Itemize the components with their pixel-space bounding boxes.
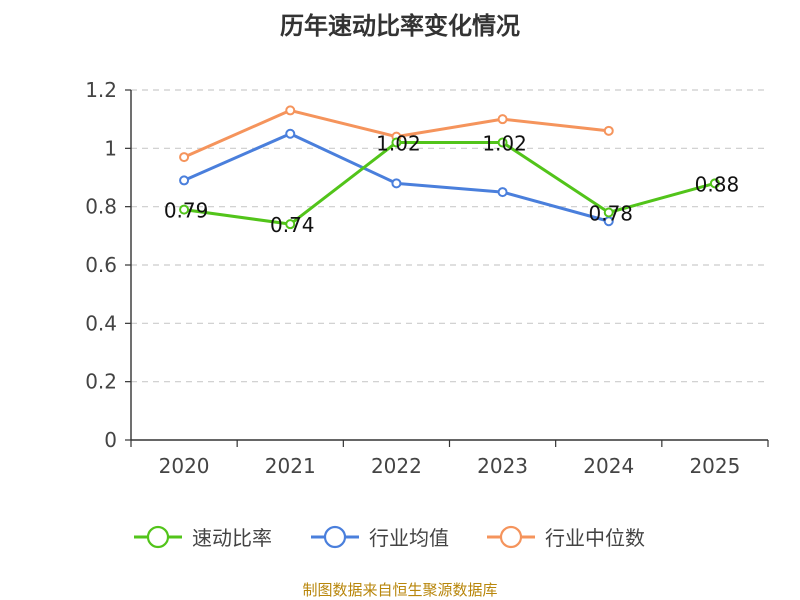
legend-item-2[interactable]: 行业中位数 (487, 525, 645, 550)
series-2-point-2023[interactable] (497, 114, 508, 125)
axis-layer: 0 0.2 0.4 0.6 0.8 1 1.2 2020 2021 2022 2023 2024 202… (85, 78, 769, 478)
series-1-point-2021[interactable] (285, 128, 296, 139)
x-tick-label-2024: 2024 (583, 454, 634, 478)
y-tick-label-0: 0 (104, 428, 117, 452)
legend-label-1: 行业均值 (369, 526, 449, 550)
data-label-2025: 0.88 (695, 172, 740, 196)
legend[interactable]: 速动比率 行业均值 行业中位数 (134, 525, 645, 550)
legend-label-2: 行业中位数 (545, 526, 645, 550)
legend-label-0: 速动比率 (192, 526, 272, 550)
series-1-point-2020[interactable] (179, 175, 190, 186)
series-0-point-2025[interactable] (709, 178, 720, 189)
series-1-point-2023[interactable] (497, 187, 508, 198)
legend-marker-0 (146, 525, 170, 549)
source-note: 制图数据来自恒生聚源数据库 (302, 581, 498, 599)
grid-layer (131, 89, 768, 383)
y-tick-label-1: 0.2 (85, 370, 117, 394)
chart-title: 历年速动比率变化情况 (280, 12, 520, 40)
x-tick-label-2022: 2022 (371, 454, 422, 478)
series-2-point-2020[interactable] (179, 152, 190, 163)
legend-marker-2 (499, 525, 523, 549)
legend-item-1[interactable]: 行业均值 (311, 525, 449, 550)
data-label-layer: 0.79 0.74 1.02 1.02 0.78 0.88 (164, 132, 739, 238)
y-tick-label-4: 0.8 (85, 195, 117, 219)
x-tick-label-2025: 2025 (689, 454, 740, 478)
data-label-2020: 0.79 (164, 199, 209, 223)
series-2-point-2024[interactable] (603, 125, 614, 136)
data-label-2023: 1.02 (482, 132, 527, 156)
data-label-2021: 0.74 (270, 213, 315, 237)
series-0-point-2024[interactable] (603, 207, 614, 218)
data-label-2022: 1.02 (376, 132, 421, 156)
x-tick-label-2021: 2021 (265, 454, 316, 478)
series-0-point-2021[interactable] (285, 219, 296, 230)
series-0-point-2022[interactable] (391, 137, 402, 148)
y-tick-label-6: 1.2 (85, 78, 117, 102)
y-tick-label-5: 1 (104, 136, 117, 160)
y-tick-label-3: 0.6 (85, 253, 117, 277)
legend-item-0[interactable]: 速动比率 (134, 525, 272, 550)
y-tick-label-2: 0.4 (85, 311, 117, 335)
series-0-point-2020[interactable] (179, 204, 190, 215)
series-2-point-2021[interactable] (285, 105, 296, 116)
series-line-0[interactable] (183, 141, 716, 226)
series-1-point-2022[interactable] (391, 178, 402, 189)
legend-marker-1 (323, 525, 347, 549)
x-tick-label-2020: 2020 (159, 454, 210, 478)
x-tick-label-2023: 2023 (477, 454, 528, 478)
series-layer (179, 105, 720, 230)
series-0-point-2023[interactable] (497, 137, 508, 148)
data-label-2024: 0.78 (588, 202, 633, 226)
